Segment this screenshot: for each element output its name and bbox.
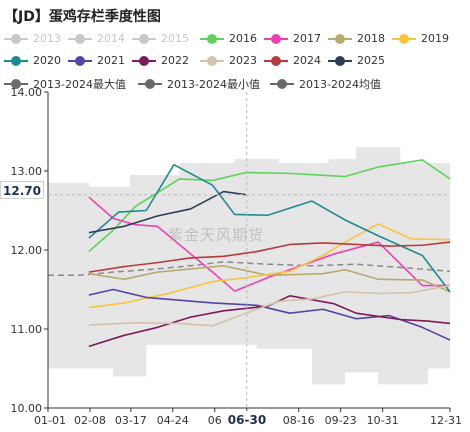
x-tick-label: 04-24 <box>157 414 189 427</box>
legend-marker-icon <box>68 33 92 45</box>
legend-item-2021[interactable]: 2021 <box>68 54 125 67</box>
y-tick-label: 10.00 <box>11 402 43 415</box>
legend-label: 2013-2024最小值 <box>167 78 260 91</box>
legend-item-2015[interactable]: 2015 <box>132 32 189 45</box>
legend-label: 2015 <box>161 32 189 45</box>
legend-label: 2017 <box>293 32 321 45</box>
x-tick-label: 10-31 <box>367 414 399 427</box>
y-tick-label: 11.00 <box>11 323 43 336</box>
legend-item-2013[interactable]: 2013 <box>4 32 61 45</box>
legend-marker-icon <box>4 55 28 67</box>
legend-item-2018[interactable]: 2018 <box>328 32 385 45</box>
legend-label: 2013-2024均值 <box>299 78 381 91</box>
legend-label: 2025 <box>357 54 385 67</box>
legend-item-2020[interactable]: 2020 <box>4 54 61 67</box>
legend-item-2013-2024最小值[interactable]: 2013-2024最小值 <box>138 76 260 92</box>
legend-label: 2022 <box>161 54 189 67</box>
axes: 10.00 11.00 12.00 13.00 14.00 01-01 02-08 03-17… <box>11 86 463 427</box>
legend-item-2025[interactable]: 2025 <box>328 54 385 67</box>
legend-marker-icon <box>132 33 156 45</box>
legend-marker-icon <box>68 55 92 67</box>
legend-item-2013-2024均值[interactable]: 2013-2024均值 <box>270 76 381 92</box>
series-2023 <box>88 284 451 327</box>
legend-label: 2013 <box>33 32 61 45</box>
legend-label: 2013-2024最大值 <box>33 78 126 91</box>
x-tick-label: 06 <box>208 414 222 427</box>
average-line <box>48 261 451 277</box>
legend-item-2022[interactable]: 2022 <box>132 54 189 67</box>
series-2019 <box>88 223 451 309</box>
series-2016 <box>88 159 451 253</box>
x-tick-label: 03-17 <box>115 414 147 427</box>
legend-item-2013-2024最大值[interactable]: 2013-2024最大值 <box>4 76 126 92</box>
series-2024 <box>88 241 451 273</box>
series-lines <box>88 159 451 348</box>
legend-marker-icon <box>4 33 28 45</box>
legend-marker-icon <box>4 78 28 90</box>
chart-title: 【JD】蛋鸡存栏季度性图 <box>4 9 161 25</box>
legend-label: 2018 <box>357 32 385 45</box>
legend-marker-icon <box>392 33 416 45</box>
x-tick-label: 12-31 <box>430 414 462 427</box>
y-tick-label: 14.00 <box>11 86 43 99</box>
legend-marker-icon <box>200 33 224 45</box>
legend: 2013 2014 2015 2016 2017 2018 2019 2020 2021 2022… <box>0 32 470 96</box>
average-series <box>48 261 451 277</box>
range-band <box>48 147 450 385</box>
legend-label: 2020 <box>33 54 61 67</box>
watermark: 紫金天风期货 <box>168 226 265 244</box>
legend-item-2019[interactable]: 2019 <box>392 32 449 45</box>
legend-marker-icon <box>132 55 156 67</box>
crosshair-y-label: 12.70 <box>0 181 44 199</box>
legend-item-2023[interactable]: 2023 <box>200 54 257 67</box>
x-tick-label: 09-23 <box>325 414 357 427</box>
legend-marker-icon <box>138 78 162 90</box>
series-2018 <box>88 264 451 293</box>
x-tick-label: 02-08 <box>74 414 106 427</box>
series-2025 <box>88 190 246 234</box>
legend-marker-icon <box>328 33 352 45</box>
legend-marker-icon <box>270 78 294 90</box>
x-tick-label: 08-16 <box>283 414 315 427</box>
x-tick-label: 01-01 <box>34 414 66 427</box>
min-max-band <box>48 147 450 385</box>
crosshair-x-label: 06-30 <box>224 411 270 429</box>
legend-marker-icon <box>200 55 224 67</box>
series-2017 <box>88 196 450 292</box>
legend-label: 2023 <box>229 54 257 67</box>
legend-item-2014[interactable]: 2014 <box>68 32 125 45</box>
legend-item-2016[interactable]: 2016 <box>200 32 257 45</box>
legend-item-2017[interactable]: 2017 <box>264 32 321 45</box>
legend-marker-icon <box>264 55 288 67</box>
y-tick-label: 13.00 <box>11 165 43 178</box>
legend-marker-icon <box>328 55 352 67</box>
y-tick-label: 12.00 <box>11 244 43 257</box>
legend-label: 2019 <box>421 32 449 45</box>
legend-label: 2014 <box>97 32 125 45</box>
legend-label: 2016 <box>229 32 257 45</box>
legend-label: 2021 <box>97 54 125 67</box>
crosshair <box>48 92 450 408</box>
series-2020 <box>88 163 451 293</box>
legend-label: 2024 <box>293 54 321 67</box>
legend-marker-icon <box>264 33 288 45</box>
legend-item-2024[interactable]: 2024 <box>264 54 321 67</box>
